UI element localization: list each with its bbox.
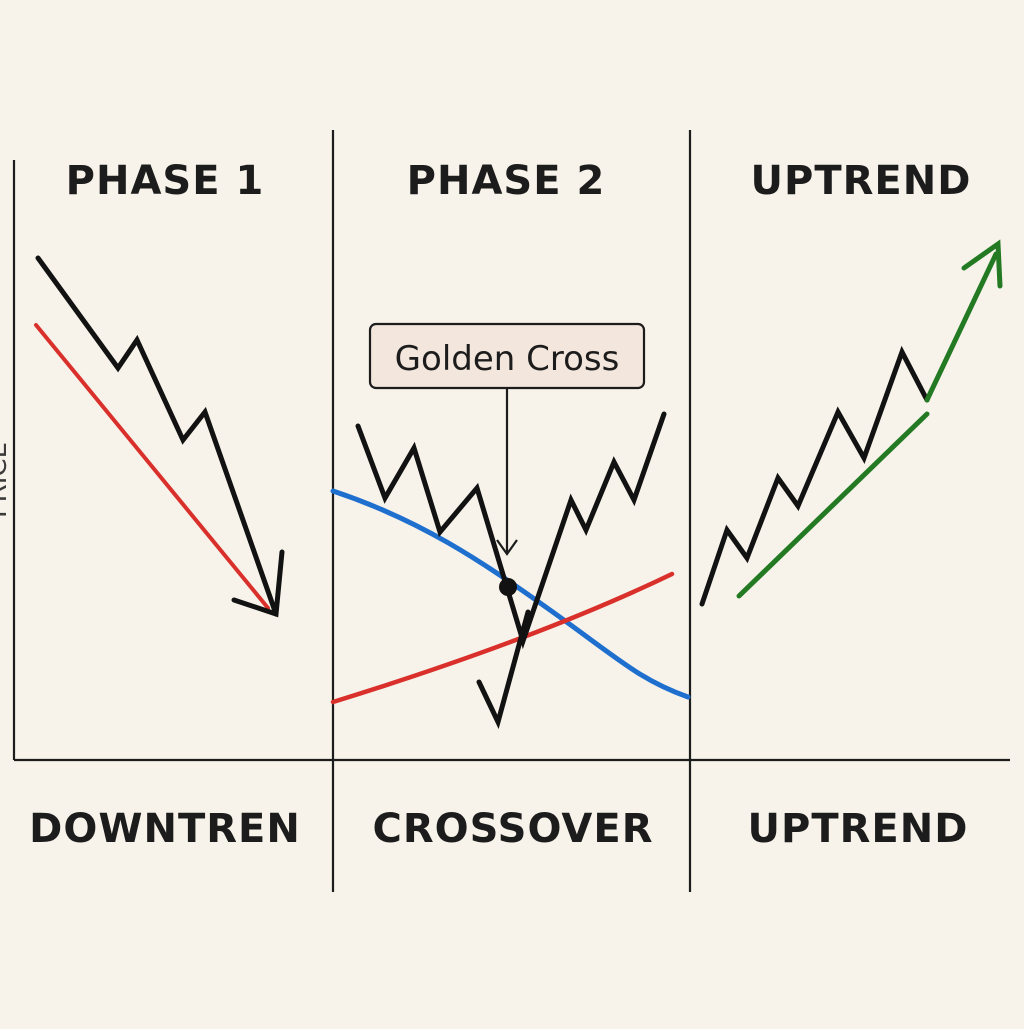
phase-3-up-arrowhead bbox=[961, 239, 1003, 289]
phase-3-ma-line bbox=[736, 411, 930, 599]
phase-3-up-arrow-shaft bbox=[924, 251, 999, 403]
golden-cross-callout-box bbox=[368, 322, 646, 390]
phase-2-heading: PHASE 2 bbox=[407, 158, 606, 204]
phase-2-bottom-label: CROSSOVER bbox=[373, 806, 654, 852]
phase-2-short-ma-line bbox=[330, 571, 675, 705]
phase-3-price-line bbox=[699, 345, 930, 607]
phase-2-price-dip bbox=[476, 609, 531, 730]
golden-cross-callout-text: Golden Cross bbox=[395, 339, 620, 379]
phase-3-heading: UPTREND bbox=[751, 158, 972, 204]
phase-3-bottom-label: UPTREND bbox=[748, 806, 969, 852]
phase-1-bottom-label: DOWNTREN bbox=[29, 806, 301, 852]
phase-1-heading: PHASE 1 bbox=[66, 158, 265, 204]
phase-2-price-line bbox=[355, 411, 667, 650]
golden-cross-pointer-arrowhead bbox=[496, 539, 518, 556]
phase-1-short-ma-line bbox=[34, 323, 270, 610]
golden-cross-point bbox=[499, 578, 517, 596]
y-axis-label: PRICE bbox=[0, 442, 13, 518]
phase-1-price-line bbox=[35, 255, 279, 617]
phase-1-arrowhead bbox=[231, 549, 285, 618]
phase-2-long-ma-line bbox=[330, 488, 691, 700]
